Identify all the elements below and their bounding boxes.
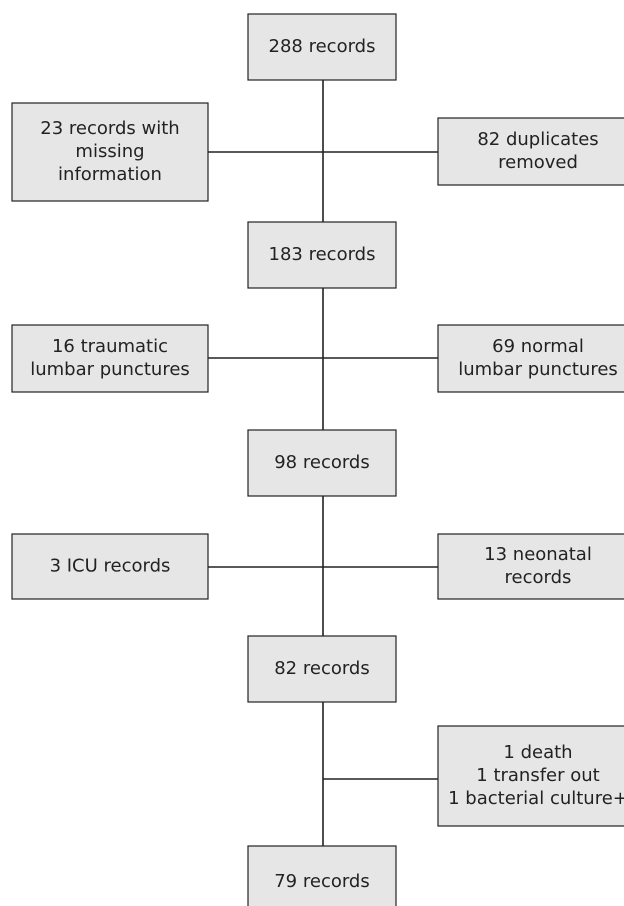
box-label: 1 transfer out [476,765,599,786]
box [247,221,397,289]
box-label: lumbar punctures [458,359,618,380]
box-label: lumbar punctures [30,359,190,380]
box-label: 1 bacterial culture+ [448,788,624,809]
box-label: 23 records with [40,118,179,139]
box [11,324,209,393]
box-label: missing [75,141,144,162]
box [437,117,624,186]
box [437,324,624,393]
box [247,635,397,703]
box-label: information [58,164,162,185]
box-label: 183 records [269,244,376,265]
box-label: 82 records [274,658,370,679]
box-label: 79 records [274,871,370,892]
box-label: 16 traumatic [52,336,168,357]
box-label: 13 neonatal [484,544,592,565]
box-label: 69 normal [492,336,584,357]
box [247,13,397,81]
box-label: 288 records [269,36,376,57]
box-label: 3 ICU records [50,556,171,577]
box [437,725,624,827]
box [11,533,209,600]
box-label: 82 duplicates [477,129,598,150]
box-label: records [505,567,572,588]
box [247,845,397,906]
box [247,429,397,497]
box [437,533,624,600]
box-label: removed [498,152,578,173]
box-label: 98 records [274,452,370,473]
box-label: 1 death [503,742,572,763]
box [11,102,209,202]
